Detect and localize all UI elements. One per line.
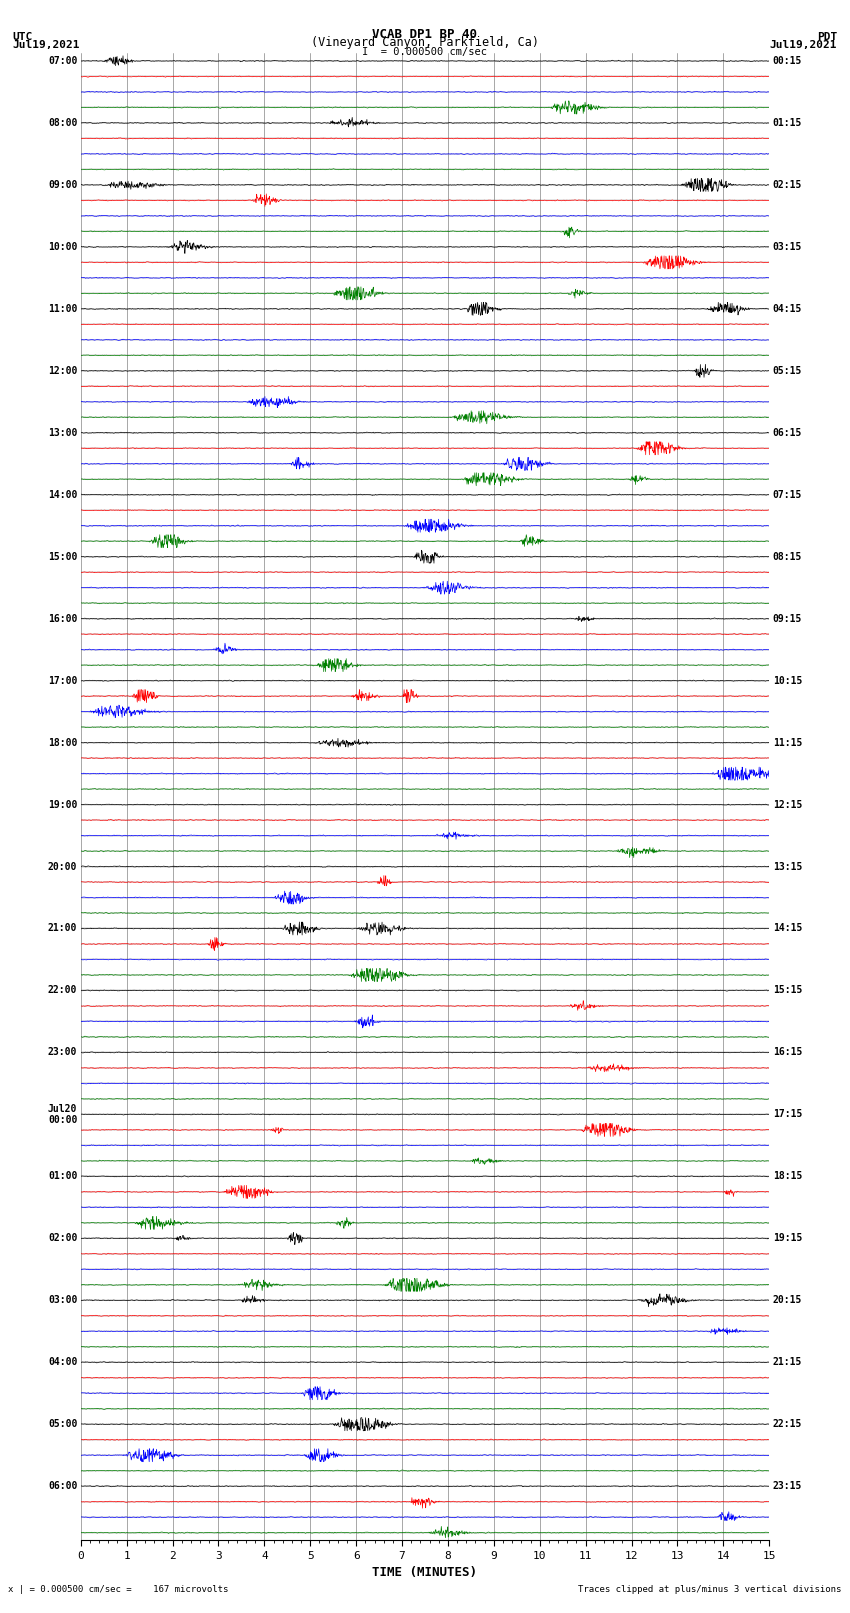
Text: 08:15: 08:15	[773, 552, 802, 561]
Text: (Vineyard Canyon, Parkfield, Ca): (Vineyard Canyon, Parkfield, Ca)	[311, 35, 539, 50]
Text: 14:15: 14:15	[773, 924, 802, 934]
Text: 12:00: 12:00	[48, 366, 77, 376]
Text: 19:15: 19:15	[773, 1234, 802, 1244]
Text: 02:15: 02:15	[773, 181, 802, 190]
Text: x | = 0.000500 cm/sec =    167 microvolts: x | = 0.000500 cm/sec = 167 microvolts	[8, 1584, 229, 1594]
Text: 15:15: 15:15	[773, 986, 802, 995]
Text: UTC: UTC	[13, 32, 33, 42]
Text: 04:00: 04:00	[48, 1357, 77, 1368]
Text: 03:00: 03:00	[48, 1295, 77, 1305]
Text: 13:15: 13:15	[773, 861, 802, 871]
Text: 07:15: 07:15	[773, 490, 802, 500]
Text: 09:15: 09:15	[773, 613, 802, 624]
Text: 04:15: 04:15	[773, 303, 802, 315]
Text: 05:00: 05:00	[48, 1419, 77, 1429]
Text: PDT: PDT	[817, 32, 837, 42]
Text: 15:00: 15:00	[48, 552, 77, 561]
Text: 01:15: 01:15	[773, 118, 802, 127]
Text: 20:00: 20:00	[48, 861, 77, 871]
Text: 11:15: 11:15	[773, 737, 802, 747]
Text: 22:00: 22:00	[48, 986, 77, 995]
Text: 12:15: 12:15	[773, 800, 802, 810]
Text: 22:15: 22:15	[773, 1419, 802, 1429]
Text: 17:15: 17:15	[773, 1110, 802, 1119]
Text: 21:00: 21:00	[48, 924, 77, 934]
Text: 23:15: 23:15	[773, 1481, 802, 1490]
Text: Jul19,2021: Jul19,2021	[770, 40, 837, 50]
Text: 17:00: 17:00	[48, 676, 77, 686]
Text: 03:15: 03:15	[773, 242, 802, 252]
Text: 19:00: 19:00	[48, 800, 77, 810]
X-axis label: TIME (MINUTES): TIME (MINUTES)	[372, 1566, 478, 1579]
Text: 16:00: 16:00	[48, 613, 77, 624]
Text: 14:00: 14:00	[48, 490, 77, 500]
Text: 05:15: 05:15	[773, 366, 802, 376]
Text: Jul20
00:00: Jul20 00:00	[48, 1103, 77, 1124]
Text: 02:00: 02:00	[48, 1234, 77, 1244]
Text: 11:00: 11:00	[48, 303, 77, 315]
Text: 00:15: 00:15	[773, 56, 802, 66]
Text: 23:00: 23:00	[48, 1047, 77, 1058]
Text: VCAB DP1 BP 40: VCAB DP1 BP 40	[372, 27, 478, 40]
Text: 10:15: 10:15	[773, 676, 802, 686]
Text: 20:15: 20:15	[773, 1295, 802, 1305]
Text: 13:00: 13:00	[48, 427, 77, 437]
Text: Traces clipped at plus/minus 3 vertical divisions: Traces clipped at plus/minus 3 vertical …	[578, 1584, 842, 1594]
Text: 18:00: 18:00	[48, 737, 77, 747]
Text: 01:00: 01:00	[48, 1171, 77, 1181]
Text: 07:00: 07:00	[48, 56, 77, 66]
Text: 09:00: 09:00	[48, 181, 77, 190]
Text: 06:15: 06:15	[773, 427, 802, 437]
Text: 08:00: 08:00	[48, 118, 77, 127]
Text: 16:15: 16:15	[773, 1047, 802, 1058]
Text: 06:00: 06:00	[48, 1481, 77, 1490]
Text: I  = 0.000500 cm/sec: I = 0.000500 cm/sec	[362, 47, 488, 58]
Text: 21:15: 21:15	[773, 1357, 802, 1368]
Text: Jul19,2021: Jul19,2021	[13, 40, 80, 50]
Text: 18:15: 18:15	[773, 1171, 802, 1181]
Text: 10:00: 10:00	[48, 242, 77, 252]
